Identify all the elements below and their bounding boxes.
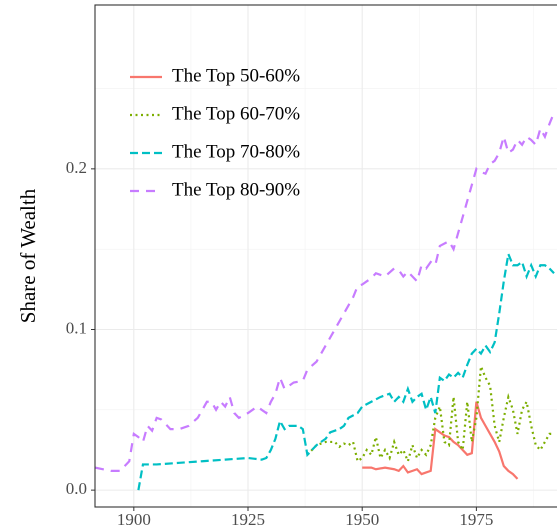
x-tick-label: 1975 bbox=[459, 510, 493, 529]
line-series bbox=[362, 401, 519, 480]
x-tick-label: 1950 bbox=[345, 510, 379, 529]
y-tick-label: 0.0 bbox=[66, 479, 87, 498]
line-series bbox=[306, 366, 555, 465]
plot-border bbox=[94, 4, 557, 508]
legend-label: The Top 50-60% bbox=[172, 65, 300, 86]
y-axis-title: Share of Wealth bbox=[16, 188, 40, 323]
legend: The Top 50-60% The Top 60-70% The Top 70-8… bbox=[130, 65, 300, 200]
x-tick-label: 1925 bbox=[231, 510, 265, 529]
legend-label: The Top 60-70% bbox=[172, 103, 300, 124]
y-tick-label: 0.2 bbox=[66, 158, 87, 177]
lines bbox=[95, 112, 556, 491]
x-tick-label: 1900 bbox=[117, 510, 151, 529]
line-series bbox=[137, 249, 555, 491]
line-series bbox=[95, 112, 556, 472]
y-tick-label: 0.1 bbox=[66, 318, 87, 337]
legend-label: The Top 70-80% bbox=[172, 141, 300, 162]
legend-label: The Top 80-90% bbox=[172, 179, 300, 200]
